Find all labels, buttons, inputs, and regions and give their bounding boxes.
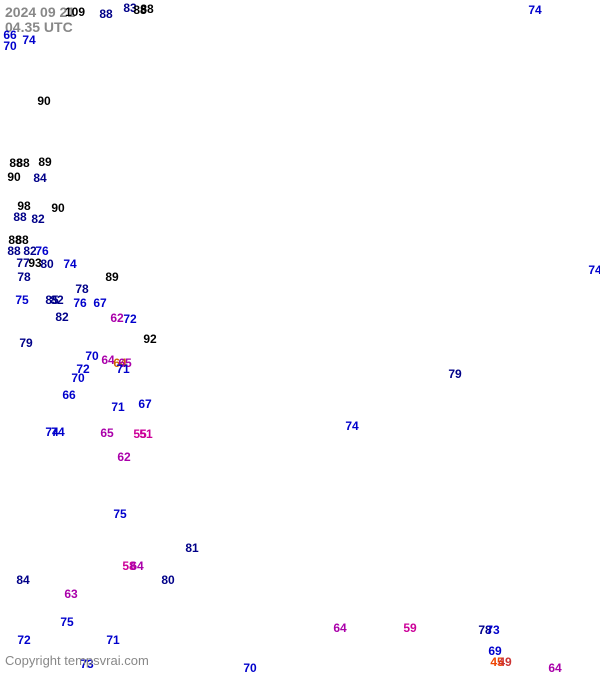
data-point: 78 bbox=[75, 282, 88, 296]
data-point: 70 bbox=[243, 661, 256, 675]
data-point: 70 bbox=[71, 371, 84, 385]
data-point: 74 bbox=[51, 425, 64, 439]
data-point: 80 bbox=[161, 573, 174, 587]
data-point: 64 bbox=[548, 661, 561, 675]
data-point: 71 bbox=[116, 362, 129, 376]
data-point: 89 bbox=[38, 155, 51, 169]
data-point: 80 bbox=[40, 257, 53, 271]
data-point: 66 bbox=[62, 388, 75, 402]
data-point: 72 bbox=[123, 312, 136, 326]
data-point: 72 bbox=[17, 633, 30, 647]
data-point: 88 bbox=[13, 210, 26, 224]
data-point: 82 bbox=[50, 293, 63, 307]
data-point: 78 bbox=[17, 270, 30, 284]
data-point: 64 bbox=[333, 621, 346, 635]
data-point: 84 bbox=[16, 573, 29, 587]
data-point: 74 bbox=[22, 33, 35, 47]
data-point: 76 bbox=[73, 296, 86, 310]
data-point: 90 bbox=[7, 170, 20, 184]
data-point: 67 bbox=[138, 397, 151, 411]
data-point: 109 bbox=[65, 5, 85, 19]
data-point: 74 bbox=[345, 419, 358, 433]
data-point: 89 bbox=[105, 270, 118, 284]
data-point: 62 bbox=[117, 450, 130, 464]
data-point: 67 bbox=[93, 296, 106, 310]
data-point: 49 bbox=[498, 655, 511, 669]
data-point: 75 bbox=[60, 615, 73, 629]
data-point: 75 bbox=[113, 507, 126, 521]
data-point: 51 bbox=[139, 427, 152, 441]
data-point: 59 bbox=[403, 621, 416, 635]
data-point: 74 bbox=[528, 3, 541, 17]
data-point: 70 bbox=[85, 349, 98, 363]
data-point: 74 bbox=[63, 257, 76, 271]
data-point: 82 bbox=[31, 212, 44, 226]
data-point: 71 bbox=[111, 400, 124, 414]
data-point: 62 bbox=[110, 311, 123, 325]
data-point: 88 bbox=[99, 7, 112, 21]
copyright-text: Copyright tempsvrai.com bbox=[5, 653, 149, 668]
data-point: 81 bbox=[185, 541, 198, 555]
data-point: 71 bbox=[106, 633, 119, 647]
data-point: 63 bbox=[64, 587, 77, 601]
data-point: 64 bbox=[130, 559, 143, 573]
data-point: 90 bbox=[51, 201, 64, 215]
data-point: 75 bbox=[15, 293, 28, 307]
data-point: 73 bbox=[486, 623, 499, 637]
data-point: 65 bbox=[100, 426, 113, 440]
data-point: 92 bbox=[143, 332, 156, 346]
data-point: 88 bbox=[140, 2, 153, 16]
data-point: 70 bbox=[3, 39, 16, 53]
data-point: 90 bbox=[37, 94, 50, 108]
data-point: 84 bbox=[33, 171, 46, 185]
data-point: 79 bbox=[448, 367, 461, 381]
data-point: 88 bbox=[16, 156, 29, 170]
data-point: 79 bbox=[19, 336, 32, 350]
data-point: 82 bbox=[55, 310, 68, 324]
data-point: 74 bbox=[588, 263, 600, 277]
